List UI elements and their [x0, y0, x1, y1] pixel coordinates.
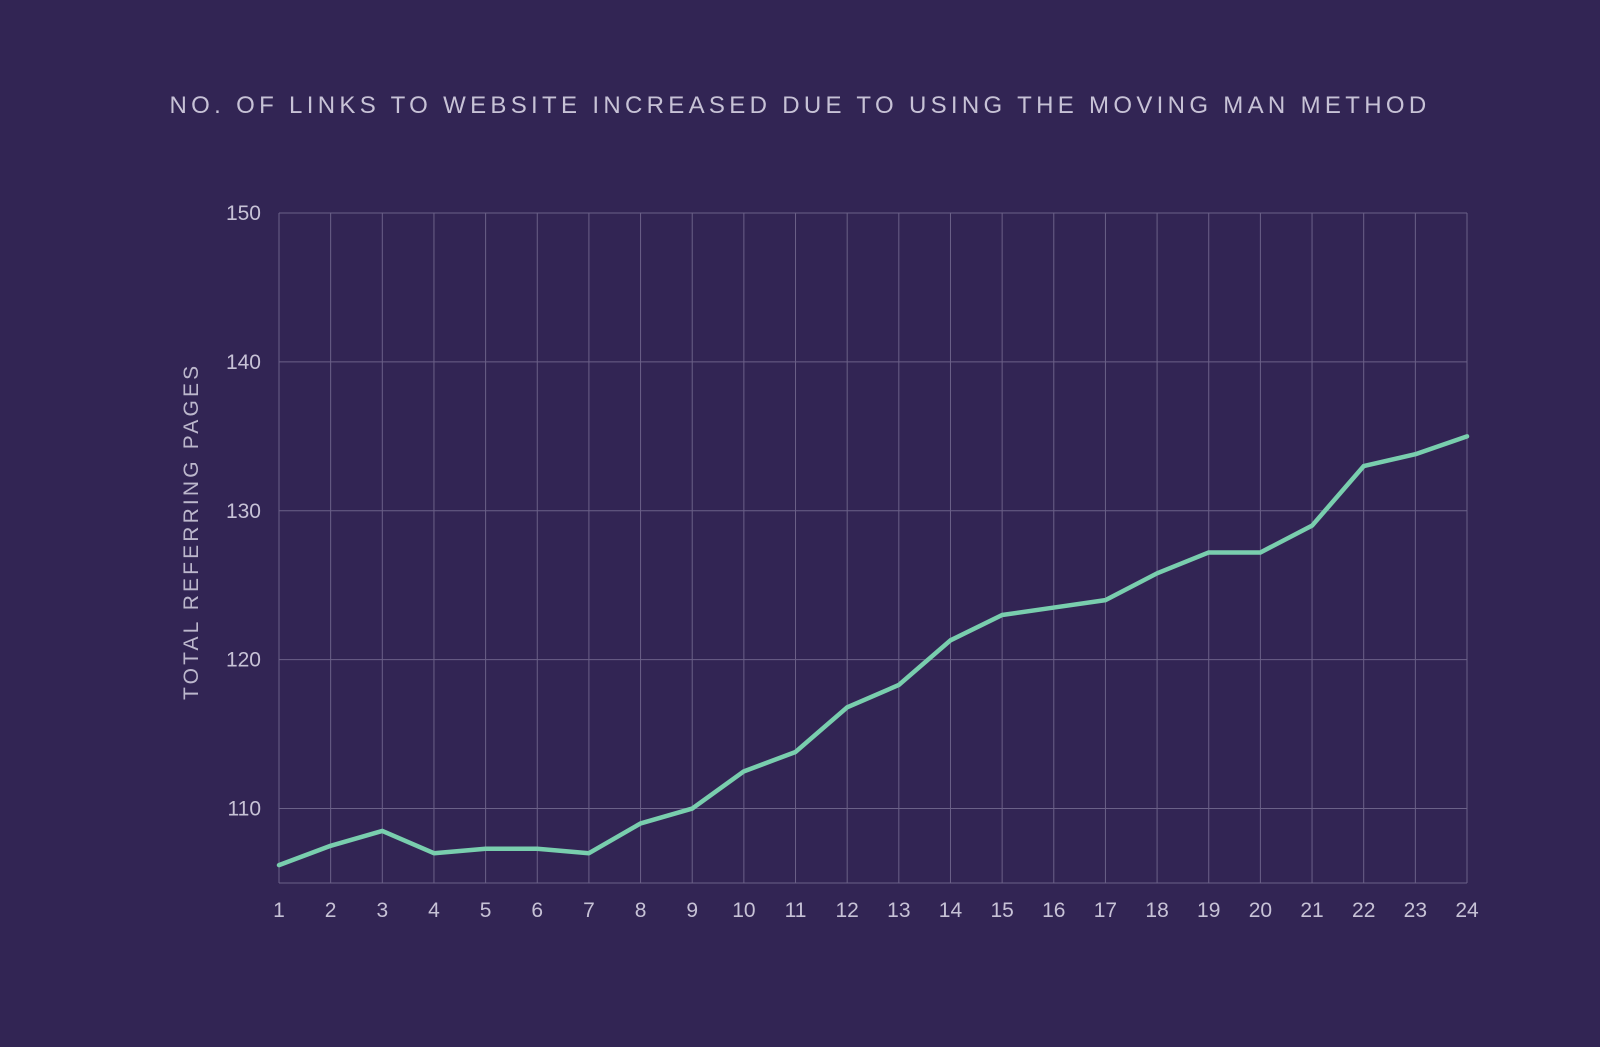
x-tick-label: 4: [428, 899, 440, 922]
x-tick-label: 13: [887, 899, 910, 922]
y-tick-label: 130: [226, 500, 261, 523]
x-tick-label: 11: [785, 899, 807, 922]
x-tick-label: 12: [835, 899, 858, 922]
x-tick-label: 21: [1300, 899, 1323, 922]
x-tick-label: 5: [480, 899, 492, 922]
x-tick-label: 23: [1404, 899, 1427, 922]
x-tick-label: 17: [1094, 899, 1117, 922]
y-tick-label: 120: [226, 649, 261, 672]
x-tick-label: 24: [1455, 899, 1479, 922]
x-tick-label: 1: [273, 899, 285, 922]
y-tick-label: 110: [228, 798, 261, 821]
x-tick-label: 22: [1352, 899, 1375, 922]
y-tick-label: 140: [226, 351, 261, 374]
chart-title: NO. OF LINKS TO WEBSITE INCREASED DUE TO…: [0, 92, 1600, 120]
x-tick-label: 3: [376, 899, 388, 922]
x-tick-label: 20: [1249, 899, 1272, 922]
x-tick-label: 8: [635, 899, 647, 922]
data-line: [279, 436, 1467, 865]
x-tick-label: 6: [531, 899, 543, 922]
y-axis-label: TOTAL REFERRING PAGES: [180, 363, 204, 700]
chart-plot-area: 1101201301401501234567891011121314151617…: [209, 203, 1487, 943]
x-tick-label: 9: [686, 899, 698, 922]
x-tick-label: 7: [583, 899, 595, 922]
x-tick-label: 2: [325, 899, 337, 922]
x-tick-label: 10: [732, 899, 755, 922]
x-tick-label: 19: [1197, 899, 1220, 922]
y-tick-label: 150: [226, 203, 261, 225]
x-tick-label: 14: [939, 899, 963, 922]
line-chart-svg: 1101201301401501234567891011121314151617…: [209, 203, 1487, 943]
chart-page: NO. OF LINKS TO WEBSITE INCREASED DUE TO…: [0, 0, 1600, 1047]
x-tick-label: 15: [990, 899, 1013, 922]
x-tick-label: 18: [1145, 899, 1168, 922]
x-tick-label: 16: [1042, 899, 1065, 922]
